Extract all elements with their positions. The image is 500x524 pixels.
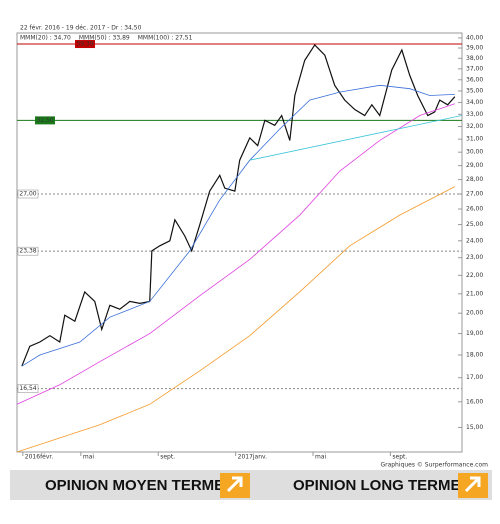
button-label[interactable]: OPINION LONG TERME [293, 477, 461, 494]
x-tick-label: sept. [392, 454, 407, 461]
level-label: 39,39 [76, 41, 93, 48]
y-tick-label: 21,00 [466, 290, 483, 297]
level-label: 27,00 [19, 191, 36, 198]
y-tick-label: 20,00 [466, 310, 483, 317]
button-bar [10, 470, 492, 500]
y-tick-label: 26,00 [466, 206, 483, 213]
level-label-box [17, 189, 39, 199]
y-tick-label: 29,00 [466, 162, 483, 169]
y-tick-label: 16,00 [466, 398, 483, 405]
series-line [249, 115, 462, 161]
y-tick-label: 40,00 [466, 34, 483, 41]
arrow-icon [226, 476, 243, 493]
x-tick-label: 2016févr. [25, 454, 54, 461]
legend-entry: MMM(50) : 33,89 [79, 35, 130, 42]
level-label: 16,54 [19, 385, 36, 392]
button-label[interactable]: OPINION MOYEN TERME [45, 477, 224, 494]
chart-header: 22 févr. 2016 - 19 déc. 2017 - Dr : 34,5… [20, 25, 142, 32]
legend-entry: MMM(20) : 34,70 [20, 35, 71, 42]
y-tick-label: 22,00 [466, 272, 483, 279]
level-label-box [17, 384, 39, 393]
series-line [16, 103, 455, 405]
y-tick-label: 33,00 [466, 111, 483, 118]
credit: Graphiques © Surperformance.com [380, 462, 488, 469]
level-label-box [17, 246, 39, 256]
arrow-icon [464, 476, 481, 493]
level-label-box [75, 40, 95, 49]
y-tick-label: 23,00 [466, 254, 483, 261]
y-tick-label: 36,00 [466, 76, 483, 83]
x-tick-label: 2017janv. [238, 454, 268, 461]
x-tick-label: mai [315, 454, 327, 461]
series-line [16, 186, 456, 453]
y-tick-label: 30,00 [466, 149, 483, 156]
level-label: 23,38 [19, 248, 36, 255]
legend-entry: MMM(100) : 27,51 [138, 35, 193, 42]
y-tick-label: 34,00 [466, 99, 483, 106]
y-tick-label: 38,00 [466, 55, 483, 62]
y-tick-label: 17,00 [466, 374, 483, 381]
x-tick-label: mai [83, 454, 95, 461]
y-tick-label: 37,00 [466, 65, 483, 72]
y-tick-label: 24,00 [466, 237, 483, 244]
y-tick-label: 35,00 [466, 87, 483, 94]
x-tick-label: sept. [160, 454, 175, 461]
y-tick-label: 15,00 [466, 424, 483, 431]
level-label: 32,50 [36, 117, 53, 124]
y-tick-label: 28,00 [466, 176, 483, 183]
y-tick-label: 31,00 [466, 136, 483, 143]
y-tick-label: 18,00 [466, 352, 483, 359]
y-tick-label: 25,00 [466, 221, 483, 228]
y-tick-label: 32,00 [466, 123, 483, 130]
level-label-box [35, 116, 55, 125]
y-tick-label: 27,00 [466, 191, 483, 198]
button[interactable]: OPINION MOYEN TERME [45, 473, 250, 498]
button[interactable]: OPINION LONG TERME [293, 473, 488, 498]
series-line [21, 43, 456, 367]
y-tick-label: 39,00 [466, 44, 483, 51]
y-tick-label: 19,00 [466, 330, 483, 337]
plot-frame [16, 32, 463, 453]
